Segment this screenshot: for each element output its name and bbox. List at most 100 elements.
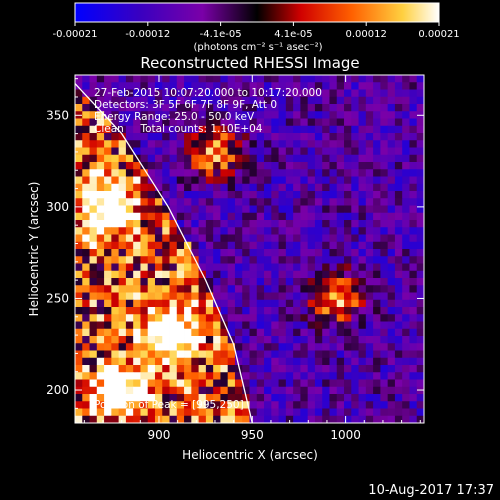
heatmap-cell	[220, 140, 229, 148]
heatmap-cell	[300, 357, 309, 366]
heatmap-cell	[307, 386, 316, 395]
heatmap-cell	[213, 285, 221, 293]
heatmap-cell	[271, 205, 279, 214]
heatmap-cell	[358, 176, 367, 185]
heatmap-cell	[96, 220, 105, 228]
heatmap-cell	[75, 140, 83, 148]
heatmap-cell	[169, 198, 178, 206]
heatmap-cell	[184, 227, 192, 235]
heatmap-cell	[249, 278, 258, 286]
heatmap-cell	[336, 365, 345, 373]
heatmap-cell	[300, 220, 309, 228]
heatmap-cell	[322, 118, 330, 127]
heatmap-cell	[125, 394, 134, 402]
heatmap-cell	[162, 89, 170, 98]
heatmap-cell	[96, 307, 105, 315]
heatmap-cell	[220, 205, 229, 214]
heatmap-cell	[227, 118, 236, 127]
heatmap-cell	[154, 379, 163, 388]
heatmap-cell	[220, 415, 229, 423]
heatmap-cell	[394, 140, 403, 148]
heatmap-cell	[220, 212, 229, 221]
heatmap-cell	[314, 386, 323, 395]
heatmap-cell	[314, 125, 323, 134]
heatmap-cell	[154, 314, 163, 322]
heatmap-cell	[227, 379, 236, 388]
heatmap-cell	[278, 408, 287, 417]
heatmap-cell	[125, 263, 134, 272]
heatmap-cell	[387, 75, 396, 83]
heatmap-cell	[380, 343, 389, 351]
heatmap-cell	[394, 292, 403, 301]
heatmap-cell	[184, 321, 192, 330]
heatmap-cell	[213, 328, 221, 337]
heatmap-cell	[191, 350, 199, 359]
heatmap-cell	[227, 249, 236, 257]
heatmap-cell	[256, 125, 265, 134]
heatmap-cell	[242, 263, 250, 272]
heatmap-cell	[402, 212, 410, 221]
heatmap-cell	[147, 169, 156, 177]
heatmap-cell	[387, 270, 396, 279]
heatmap-cell	[162, 415, 170, 423]
heatmap-cell	[154, 321, 163, 330]
heatmap-cell	[351, 386, 359, 395]
heatmap-cell	[147, 263, 156, 272]
heatmap-cell	[205, 176, 214, 185]
heatmap-cell	[147, 118, 156, 127]
heatmap-cell	[125, 256, 134, 264]
heatmap-cell	[89, 263, 98, 272]
heatmap-cell	[147, 191, 156, 199]
heatmap-cell	[169, 401, 178, 409]
heatmap-cell	[416, 212, 424, 221]
heatmap-cell	[96, 350, 105, 359]
heatmap-cell	[169, 278, 178, 286]
heatmap-cell	[380, 292, 389, 301]
heatmap-cell	[176, 263, 185, 272]
heatmap-cell	[147, 147, 156, 156]
heatmap-cell	[213, 408, 221, 417]
heatmap-cell	[387, 314, 396, 322]
heatmap-cell	[307, 162, 316, 170]
heatmap-cell	[409, 212, 418, 221]
heatmap-cell	[329, 133, 338, 141]
heatmap-cell	[293, 241, 301, 250]
heatmap-cell	[125, 111, 134, 119]
heatmap-cell	[96, 278, 105, 286]
heatmap-cell	[394, 241, 403, 250]
heatmap-cell	[264, 154, 272, 163]
heatmap-cell	[278, 263, 287, 272]
heatmap-cell	[82, 162, 90, 170]
heatmap-cell	[402, 307, 410, 315]
heatmap-cell	[125, 96, 134, 105]
heatmap-cell	[213, 133, 221, 141]
heatmap-cell	[344, 133, 352, 141]
heatmap-cell	[344, 415, 352, 423]
heatmap-cell	[387, 176, 396, 185]
heatmap-cell	[147, 162, 156, 170]
heatmap-cell	[336, 162, 345, 170]
heatmap-cell	[394, 285, 403, 293]
heatmap-cell	[322, 234, 330, 243]
heatmap-cell	[242, 249, 250, 257]
heatmap-cell	[293, 299, 301, 308]
heatmap-cell	[293, 350, 301, 359]
heatmap-cell	[249, 220, 258, 228]
heatmap-cell	[409, 350, 418, 359]
heatmap-cell	[213, 162, 221, 170]
heatmap-cell	[402, 365, 410, 373]
heatmap-cell	[394, 96, 403, 105]
heatmap-cell	[358, 394, 367, 402]
heatmap-cell	[213, 299, 221, 308]
heatmap-cell	[140, 147, 149, 156]
heatmap-cell	[227, 96, 236, 105]
heatmap-cell	[184, 176, 192, 185]
heatmap-cell	[380, 299, 389, 308]
heatmap-cell	[220, 336, 229, 344]
heatmap-cell	[300, 183, 309, 192]
heatmap-cell	[147, 140, 156, 148]
heatmap-cell	[169, 292, 178, 301]
heatmap-cell	[293, 96, 301, 105]
heatmap-cell	[329, 401, 338, 409]
heatmap-cell	[125, 357, 134, 366]
